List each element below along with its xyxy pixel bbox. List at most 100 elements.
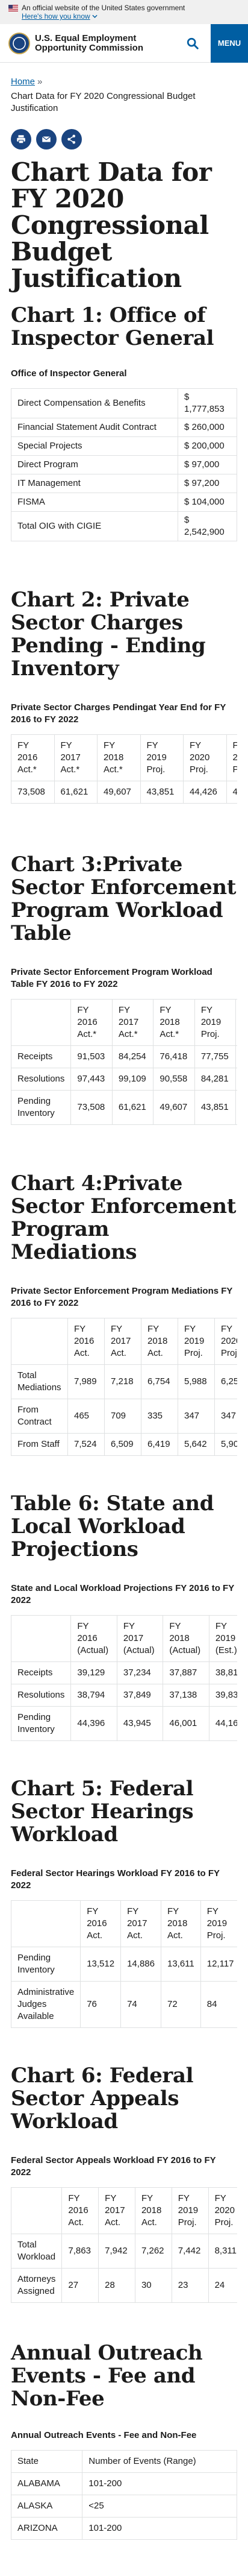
column-header-line: Act. xyxy=(105,2217,121,2228)
chart6-caption: Federal Sector Appeals Workload FY 2016 … xyxy=(11,2155,216,2178)
column-header-line: 2017 xyxy=(105,2205,125,2215)
banner-text: An official website of the United States… xyxy=(22,4,185,12)
chart5-table: FY 2016 Act. FY 2017 Act. FY 2018 Act. FY 2019 Proj… xyxy=(11,1900,237,2028)
value-cell: 61,621 xyxy=(111,1090,154,1125)
column-header: FY2021Proj. xyxy=(226,734,238,781)
column-header: FY 2019 (Est.) xyxy=(208,1615,237,1662)
chart1-table: Direct Compensation & Benefits $ 1,777,85… xyxy=(11,388,237,541)
row-label: Receipts xyxy=(11,1661,72,1684)
value-cell: 99,109 xyxy=(111,1068,154,1091)
value-cell: 38,814 xyxy=(208,1661,237,1684)
column-header-line: 2016 xyxy=(68,2205,88,2215)
column-header-line: FY xyxy=(184,1324,196,1334)
value-cell: 44,167 xyxy=(208,1706,237,1741)
envelope-icon xyxy=(42,136,51,142)
events-range-cell: <25 xyxy=(82,2495,237,2518)
column-header-line: FY xyxy=(141,2193,153,2203)
column-header-line: Act. xyxy=(127,1930,143,1941)
value-cell: 79, xyxy=(235,1068,237,1091)
events-range-cell: 101-200 xyxy=(82,2517,237,2540)
value-cell: 7,218 xyxy=(104,1364,141,1399)
column-header-line: 2019 xyxy=(178,2205,199,2215)
chart3-table-wrap: FY 2016 Act.* FY 2017 Act.* FY 2018 Act.* FY 2019 P… xyxy=(11,999,237,1125)
value-cell: 8,311 xyxy=(208,2234,237,2269)
column-header: FY 2016 Act.* xyxy=(70,999,113,1046)
column-header-line: FY xyxy=(104,740,116,751)
value-cell: 43,945 xyxy=(116,1706,164,1741)
column-header-line: 2017 xyxy=(60,752,81,763)
value-cell: 7,442 xyxy=(171,2234,209,2269)
table-row: From Contract 465 709 335 347 347 xyxy=(11,1399,237,1434)
column-header-line: FY xyxy=(74,1324,86,1334)
row-label: From Contract xyxy=(11,1399,68,1434)
column-header: FY 2018 Act.* xyxy=(153,999,195,1046)
email-button[interactable] xyxy=(36,129,57,150)
column-header-line: 2017 xyxy=(111,1336,131,1346)
column-header-line: FY xyxy=(77,1005,89,1015)
value-cell: 709 xyxy=(104,1399,141,1434)
row-label: IT Management xyxy=(11,474,178,493)
search-icon xyxy=(187,37,199,49)
value-cell: 347 xyxy=(178,1399,215,1434)
table-row: Special Projects $ 200,000 xyxy=(11,436,237,456)
chart6-table: FY 2016 Act. FY 2017 Act. FY 2018 Act. FY 2019 Proj… xyxy=(11,2187,237,2303)
main-content: Chart 1: Office of Inspector General Off… xyxy=(0,304,248,2576)
table-row: Total Mediations 7,989 7,218 6,754 5,988 6,25… xyxy=(11,1364,237,1399)
column-header-line: FY xyxy=(60,740,72,751)
chart1-table-wrap: Direct Compensation & Benefits $ 1,777,85… xyxy=(11,388,237,541)
share-button[interactable] xyxy=(61,129,82,150)
column-header-line: Act.* xyxy=(160,1029,179,1039)
value-cell: 76 xyxy=(80,1981,122,2028)
value-cell: 43,851 xyxy=(140,781,184,804)
row-label: Pending Inventory xyxy=(11,1947,81,1982)
column-header-line: Proj.* xyxy=(221,1348,237,1358)
amount-cell: $ 97,000 xyxy=(178,455,237,474)
amount-cell: $ 104,000 xyxy=(178,493,237,512)
value-cell: 39,129 xyxy=(70,1661,117,1684)
value-cell: 465 xyxy=(67,1399,105,1434)
column-header-line: Proj. xyxy=(200,1029,220,1039)
value-cell: 37,849 xyxy=(116,1684,164,1707)
table-row: Pending Inventory 44,396 43,945 46,001 44,16… xyxy=(11,1706,237,1741)
chart2-heading: Chart 2: Private Sector Charges Pending … xyxy=(11,588,206,681)
value-cell: 7,942 xyxy=(98,2234,135,2269)
events-range-cell: 101-200 xyxy=(82,2472,237,2495)
row-label: Special Projects xyxy=(11,436,178,456)
column-header: FY 2017 Act. xyxy=(98,2187,135,2234)
chart6-table-wrap: FY 2016 Act. FY 2017 Act. FY 2018 Act. FY 2019 Proj… xyxy=(11,2187,237,2303)
column-header-line: Act. xyxy=(111,1348,126,1358)
site-title-line2: Opportunity Commission xyxy=(35,42,143,53)
value-cell: 5,642 xyxy=(178,1433,215,1456)
chart5-heading: Chart 5: Federal Sector Hearings Workloa… xyxy=(11,1777,194,1847)
column-header-line: FY xyxy=(68,2193,80,2203)
column-header-line: Proj. xyxy=(146,764,166,775)
menu-button[interactable]: MENU xyxy=(211,24,248,63)
value-cell: 44,426 xyxy=(183,781,227,804)
eeoc-seal-logo[interactable] xyxy=(8,32,30,54)
value-cell: 27 xyxy=(61,2268,99,2303)
value-cell: 84,254 xyxy=(111,1045,154,1068)
value-cell: 84 xyxy=(200,1981,237,2028)
value-cell: 24 xyxy=(208,2268,237,2303)
column-header: FY 2018 Act. xyxy=(141,1318,178,1365)
column-header: FY 2016 Act. xyxy=(80,1900,122,1947)
value-cell: 6,419 xyxy=(141,1433,178,1456)
column-header-line: Act. xyxy=(141,2217,157,2228)
breadcrumb-current: Chart Data for FY 2020 Congressional Bud… xyxy=(11,91,196,113)
value-cell: 23 xyxy=(171,2268,209,2303)
outreach-table: State Number of Events (Range) ALABAMA 101… xyxy=(11,2450,237,2540)
column-header: FY 2018 Act. xyxy=(134,2187,172,2234)
value-cell: 6,509 xyxy=(104,1433,141,1456)
heres-how-you-know-link[interactable]: Here's how you know xyxy=(22,12,98,20)
column-header: Number of Events (Range) xyxy=(82,2450,237,2473)
column-header-line: FY xyxy=(232,740,238,751)
table6-caption: State and Local Workload Projections FY … xyxy=(11,1583,234,1605)
value-cell: 44, xyxy=(235,1090,237,1125)
site-title[interactable]: U.S. Equal Employment Opportunity Commis… xyxy=(35,33,175,53)
value-cell: 7,262 xyxy=(134,2234,172,2269)
breadcrumb-home-link[interactable]: Home xyxy=(11,77,36,87)
table-corner-cell xyxy=(11,1318,68,1365)
print-button[interactable] xyxy=(11,129,31,150)
search-button[interactable] xyxy=(175,24,211,63)
value-cell: 37,234 xyxy=(116,1661,164,1684)
